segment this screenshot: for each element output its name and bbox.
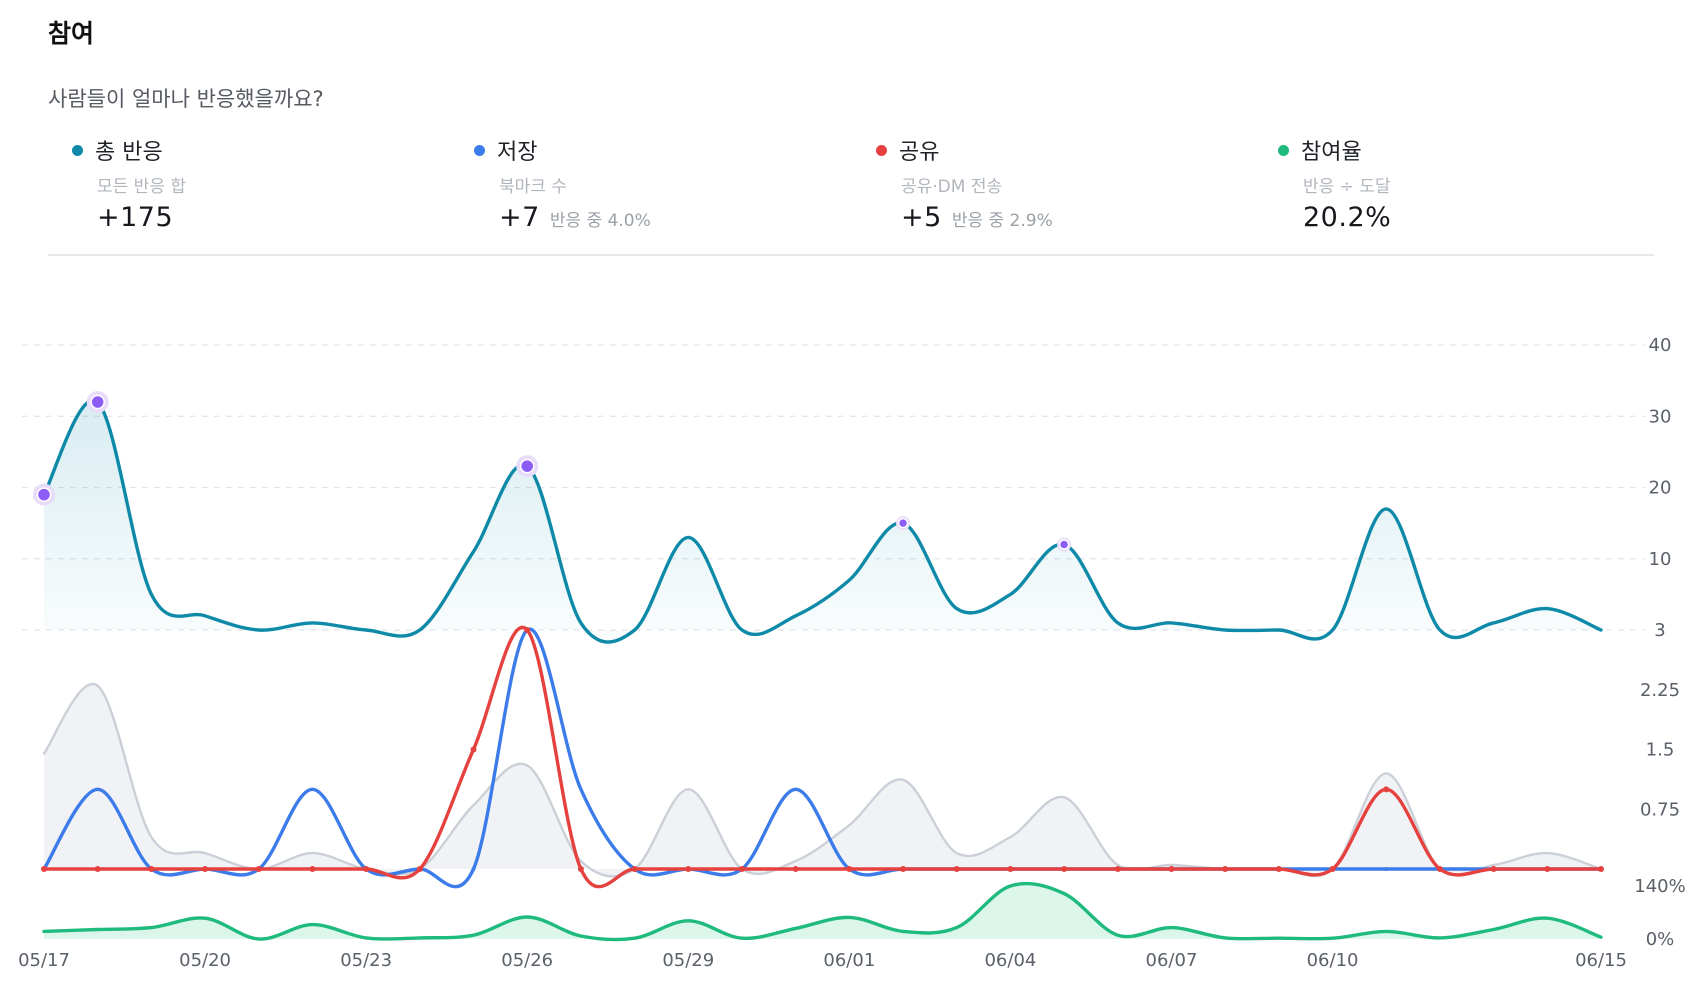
data-point bbox=[1007, 866, 1014, 872]
metric-label: 저장 bbox=[497, 140, 538, 165]
metric-value: +175 bbox=[97, 202, 174, 233]
data-point bbox=[1490, 866, 1497, 872]
series-area bbox=[44, 683, 1601, 877]
data-point bbox=[470, 746, 477, 753]
data-point bbox=[416, 866, 423, 872]
section-title: 참여 bbox=[48, 19, 95, 48]
data-point bbox=[738, 866, 745, 872]
highlight-point bbox=[36, 487, 52, 502]
metric-label: 참여율 bbox=[1301, 140, 1362, 165]
data-point bbox=[1222, 866, 1229, 872]
metric-description: 반응 ÷ 도달 bbox=[1303, 177, 1391, 197]
series-line bbox=[42, 625, 1603, 889]
y-tick-label: 10 bbox=[1649, 549, 1672, 570]
data-point bbox=[953, 866, 960, 872]
data-point bbox=[94, 866, 101, 872]
series-area bbox=[44, 400, 1601, 643]
series-line bbox=[42, 627, 1603, 889]
series-dot-icon bbox=[474, 144, 485, 156]
metric-value: +7 bbox=[499, 202, 540, 233]
metric-note: 반응 중 2.9% bbox=[951, 211, 1053, 231]
data-point bbox=[631, 866, 638, 872]
series-area bbox=[44, 883, 1601, 940]
data-point bbox=[577, 866, 584, 872]
metric-description: 공유·DM 전송 bbox=[901, 177, 1003, 197]
x-tick-label: 05/26 bbox=[501, 950, 553, 971]
data-point bbox=[1061, 866, 1068, 872]
data-point bbox=[363, 866, 370, 872]
metric-note: 반응 중 4.0% bbox=[549, 211, 651, 231]
section-subtitle: 사람들이 얼마나 반응했을까요? bbox=[48, 87, 324, 111]
data-point bbox=[792, 866, 799, 872]
data-point bbox=[1383, 786, 1390, 793]
y-tick-label: 3 bbox=[1654, 620, 1665, 641]
data-point bbox=[1436, 866, 1443, 872]
metric-label: 총 반응 bbox=[95, 140, 163, 165]
data-point bbox=[900, 866, 907, 872]
metric-engagement-rate: 참여율 반응 ÷ 도달 20.2% bbox=[1278, 136, 1658, 233]
metric-value: +5 bbox=[901, 202, 942, 233]
y-tick-label: 20 bbox=[1649, 478, 1672, 499]
highlight-point bbox=[90, 394, 105, 410]
y-tick-label: 140% bbox=[1634, 876, 1685, 897]
data-point bbox=[471, 867, 476, 871]
data-point bbox=[202, 866, 209, 872]
data-point bbox=[309, 866, 316, 872]
data-point bbox=[524, 627, 531, 633]
data-point bbox=[846, 866, 853, 872]
data-point bbox=[41, 866, 47, 872]
x-tick-label: 06/10 bbox=[1307, 950, 1359, 971]
y-tick-label: 2.25 bbox=[1640, 680, 1680, 701]
data-point bbox=[1598, 866, 1604, 872]
series-line bbox=[42, 398, 1603, 644]
y-tick-label: 30 bbox=[1649, 406, 1672, 427]
x-tick-label: 05/23 bbox=[340, 950, 392, 971]
series-dot-icon bbox=[876, 144, 887, 156]
x-tick-label: 06/04 bbox=[984, 950, 1036, 971]
data-point bbox=[685, 866, 692, 872]
data-point bbox=[1544, 866, 1551, 872]
y-tick-label: 1.5 bbox=[1646, 740, 1675, 761]
data-point bbox=[255, 866, 262, 872]
x-tick-label: 05/29 bbox=[662, 950, 714, 971]
series-dot-icon bbox=[72, 144, 83, 156]
data-point bbox=[1329, 866, 1336, 872]
highlight-point bbox=[897, 517, 909, 529]
data-point bbox=[1114, 866, 1121, 872]
metric-description: 북마크 수 bbox=[499, 177, 567, 197]
y-tick-label: 40 bbox=[1649, 335, 1672, 356]
metric-description: 모든 반응 합 bbox=[97, 177, 187, 197]
metric-value: 20.2% bbox=[1303, 202, 1392, 233]
x-tick-label: 06/07 bbox=[1146, 950, 1198, 971]
data-point bbox=[1384, 867, 1389, 871]
x-tick-label: 05/17 bbox=[18, 950, 70, 971]
highlight-point bbox=[519, 458, 535, 474]
divider bbox=[48, 254, 1654, 256]
x-tick-label: 06/15 bbox=[1575, 950, 1627, 971]
x-tick-label: 05/20 bbox=[179, 950, 231, 971]
y-tick-label: 0% bbox=[1646, 929, 1675, 950]
metric-total-reactions: 총 반응 모든 반응 합 +175 bbox=[72, 136, 452, 233]
metric-shares: 공유 공유·DM 전송 +5 반응 중 2.9% bbox=[876, 136, 1256, 233]
x-tick-label: 06/01 bbox=[823, 950, 875, 971]
metric-label: 공유 bbox=[899, 140, 940, 165]
y-tick-label: 0.75 bbox=[1640, 799, 1680, 820]
series-dot-icon bbox=[1278, 144, 1289, 156]
series-line bbox=[42, 881, 1603, 942]
data-point bbox=[1275, 866, 1282, 872]
data-point bbox=[1168, 866, 1175, 872]
data-point bbox=[148, 866, 155, 872]
highlight-point bbox=[1058, 539, 1070, 550]
metric-saves: 저장 북마크 수 +7 반응 중 4.0% bbox=[474, 136, 854, 233]
